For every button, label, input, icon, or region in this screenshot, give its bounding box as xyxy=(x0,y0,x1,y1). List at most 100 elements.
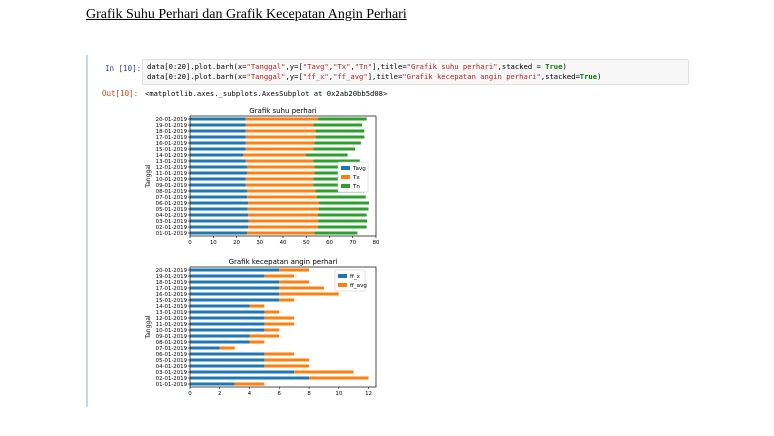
temp-bar xyxy=(305,153,348,157)
code-text: ],title= xyxy=(372,62,407,71)
temp-bar xyxy=(245,183,314,187)
code-string: "Tx" xyxy=(333,62,351,71)
code-editor[interactable]: data[0:20].plot.barh(x="Tanggal",y=["Tav… xyxy=(142,59,689,85)
code-text: ) xyxy=(562,62,567,71)
temp-bar xyxy=(245,135,316,139)
wind-category-label: 07-01-2019 xyxy=(156,346,188,352)
code-text: ,y=[ xyxy=(285,62,303,71)
wind-bar xyxy=(190,358,265,362)
temp-bar xyxy=(190,159,246,163)
temp-bar xyxy=(190,183,246,187)
output-text: <matplotlib.axes._subplots.AxesSubplot a… xyxy=(145,89,388,98)
wind-bar xyxy=(309,376,369,380)
wind-legend-swatch xyxy=(338,283,347,287)
code-string: "Tanggal" xyxy=(246,72,286,81)
temp-category-label: 08-01-2019 xyxy=(156,189,188,195)
temp-bar xyxy=(317,213,367,217)
temp-bar xyxy=(190,165,247,169)
wind-bar xyxy=(190,322,265,326)
temp-category-label: 04-01-2019 xyxy=(156,213,188,219)
temp-xtick-label: 0 xyxy=(188,240,192,246)
temp-bar xyxy=(245,123,314,127)
temp-bar xyxy=(245,177,314,181)
temp-bar xyxy=(248,213,318,217)
temp-category-label: 16-01-2019 xyxy=(156,141,188,147)
temp-bar xyxy=(190,219,249,223)
wind-bar xyxy=(190,298,280,302)
wind-category-label: 10-01-2019 xyxy=(156,328,188,334)
temp-bar xyxy=(313,147,356,151)
temp-bar xyxy=(248,219,319,223)
code-line-2: data[0:20].plot.barh(x="Tanggal",y=["ff_… xyxy=(147,72,601,81)
wind-bar xyxy=(190,292,280,296)
wind-category-label: 18-01-2019 xyxy=(156,280,188,286)
wind-bar xyxy=(279,286,324,290)
wind-bar xyxy=(294,370,354,374)
wind-xtick-label: 12 xyxy=(365,391,372,397)
wind-bar xyxy=(190,274,265,278)
temp-category-label: 12-01-2019 xyxy=(156,165,188,171)
temp-bar xyxy=(190,225,249,229)
wind-bar xyxy=(190,364,265,368)
wind-bar xyxy=(234,382,265,386)
temp-bar xyxy=(190,195,248,199)
code-keyword: True xyxy=(545,62,563,71)
temp-bar xyxy=(247,195,317,199)
wind-category-label: 01-01-2019 xyxy=(156,382,188,388)
temp-bar xyxy=(190,135,246,139)
code-text: data[0:20].plot.barh(x= xyxy=(147,62,247,71)
wind-category-label: 11-01-2019 xyxy=(156,322,188,328)
notebook-cell[interactable] xyxy=(86,55,690,407)
code-text: ) xyxy=(597,72,602,81)
wind-bar xyxy=(190,376,310,380)
wind-category-label: 19-01-2019 xyxy=(156,274,188,280)
temp-category-label: 17-01-2019 xyxy=(156,135,188,141)
temp-bar xyxy=(316,195,366,199)
temp-bar xyxy=(190,117,246,121)
wind-category-label: 09-01-2019 xyxy=(156,334,188,340)
wind-xtick-label: 2 xyxy=(218,391,221,397)
temp-bar xyxy=(190,207,248,211)
temp-bar xyxy=(315,135,365,139)
code-text: data[0:20].plot.barh(x= xyxy=(147,72,247,81)
temp-bar xyxy=(246,231,315,235)
temp-bar xyxy=(190,123,246,127)
code-string: "Grafik suhu perhari" xyxy=(406,62,498,71)
temp-legend-label: Tn xyxy=(352,184,360,190)
temp-category-label: 09-01-2019 xyxy=(156,183,188,189)
wind-category-label: 16-01-2019 xyxy=(156,292,188,298)
temp-bar xyxy=(190,231,247,235)
temp-bar xyxy=(245,117,318,121)
wind-bar xyxy=(264,358,310,362)
wind-category-label: 15-01-2019 xyxy=(156,298,188,304)
code-string: "ff_x" xyxy=(302,72,329,81)
code-text: , xyxy=(350,62,355,71)
temp-bar xyxy=(314,165,361,169)
temp-bar xyxy=(314,231,358,235)
code-text: ,stacked = xyxy=(497,62,546,71)
temp-xtick-label: 80 xyxy=(373,240,380,246)
temp-xtick-label: 10 xyxy=(210,240,217,246)
temp-bar xyxy=(318,219,368,223)
wind-ylabel: Tanggal xyxy=(145,315,152,339)
temp-bar xyxy=(319,201,370,205)
temp-legend-swatch xyxy=(341,175,350,179)
temp-xtick-label: 20 xyxy=(233,240,240,246)
temp-bar xyxy=(190,189,247,193)
temp-bar xyxy=(190,141,246,145)
wind-category-label: 17-01-2019 xyxy=(156,286,188,292)
wind-bar xyxy=(279,298,295,302)
code-keyword: True xyxy=(579,72,598,81)
wind-bar xyxy=(190,280,280,284)
temp-bar xyxy=(243,153,306,157)
wind-bar xyxy=(190,268,280,272)
temp-bar xyxy=(245,159,314,163)
temp-category-label: 15-01-2019 xyxy=(156,147,188,153)
wind-bar xyxy=(190,304,250,308)
temp-bar xyxy=(248,225,318,229)
temp-category-label: 11-01-2019 xyxy=(156,171,188,177)
temp-bar xyxy=(315,129,365,133)
temp-bar xyxy=(190,153,244,157)
wind-bar xyxy=(279,280,310,284)
wind-xtick-label: 0 xyxy=(188,391,192,397)
